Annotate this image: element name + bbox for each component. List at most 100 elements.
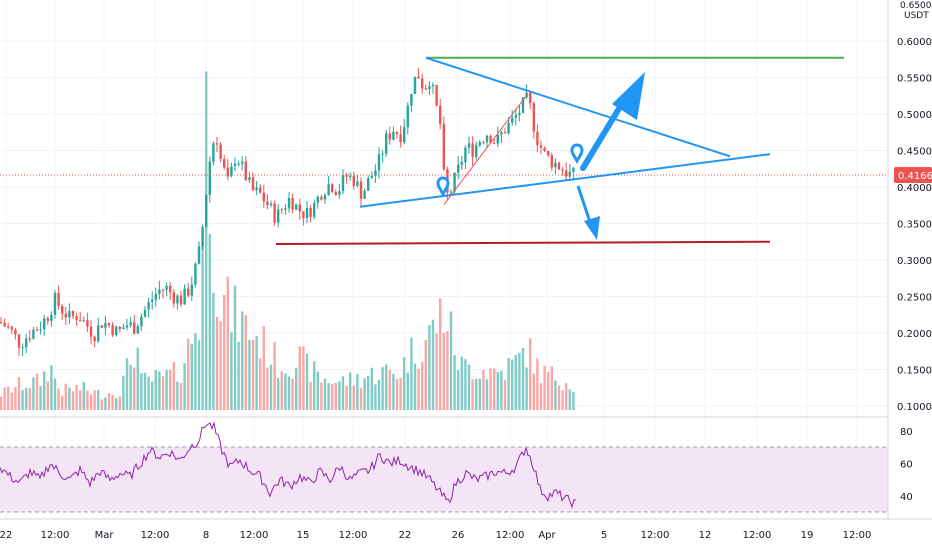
volume-bar (359, 387, 363, 410)
time-tick-label: 19 (801, 530, 814, 541)
volume-bar (554, 380, 557, 410)
volume-bar (381, 367, 384, 410)
volume-bar (446, 331, 449, 410)
candle-body (320, 196, 323, 200)
price-tick-label: 0.10000 (897, 402, 932, 413)
volume-bar (442, 332, 445, 410)
volume-bar (572, 391, 575, 410)
volume-bar (302, 346, 305, 410)
candle-body (39, 329, 42, 331)
candle-body (28, 338, 31, 340)
candle-body (43, 318, 46, 330)
volume-bar (143, 372, 147, 410)
volume-bar (406, 372, 409, 410)
candle-body (493, 142, 496, 144)
candle-body (547, 150, 550, 156)
candle-body (449, 191, 453, 193)
volume-bar (35, 373, 39, 410)
candle-body (424, 88, 427, 90)
candle-body (57, 292, 60, 307)
volume-bar (61, 395, 64, 410)
volume-bar (179, 383, 183, 410)
candle-body (489, 135, 492, 143)
candle-body (464, 147, 467, 163)
volume-bar (82, 381, 85, 410)
candle-body (17, 334, 21, 348)
candle-body (431, 84, 435, 87)
volume-bar (313, 361, 316, 410)
volume-bar (25, 387, 28, 410)
candle-body (295, 204, 298, 210)
candle-body (521, 97, 525, 113)
volume-bar (291, 378, 294, 410)
candle-body (208, 161, 211, 195)
candle-body (453, 172, 456, 192)
volume-bar (338, 381, 341, 410)
volume-bar (251, 340, 255, 410)
candle-body (266, 201, 269, 206)
candle-body (255, 187, 258, 191)
volume-bar (561, 390, 564, 410)
volume-bar (352, 385, 355, 410)
volume-bar (187, 338, 190, 410)
volume-bar (500, 370, 503, 410)
volume-bar (28, 388, 31, 410)
volume-bar (323, 378, 327, 410)
candle-body (327, 184, 330, 196)
candle-body (154, 293, 157, 300)
candle-body (561, 169, 564, 171)
marker-pin-icon (436, 176, 450, 198)
candle-body (514, 114, 517, 118)
candle-body (86, 320, 89, 327)
volume-bar (377, 379, 381, 410)
candle-body (475, 145, 478, 158)
candle-body (557, 162, 561, 170)
time-tick-label: 15 (297, 530, 310, 541)
candle-body (100, 325, 103, 328)
volume-bar (183, 363, 186, 410)
candle-body (305, 207, 309, 219)
candle-body (543, 147, 546, 151)
candle-body (536, 131, 539, 146)
candle-body (201, 226, 204, 247)
candle-body (291, 197, 294, 210)
price-axis-clipped-label: 0.65000 (900, 1, 932, 11)
candle-body (0, 322, 3, 324)
volume-bar (161, 376, 165, 410)
volume-bar (431, 319, 435, 410)
candle-body (323, 195, 327, 200)
candle-body (500, 132, 503, 135)
volume-bar (349, 372, 352, 410)
rsi-tick-label: 40 (900, 492, 913, 503)
volume-bar (50, 365, 53, 410)
candle-body (248, 177, 251, 181)
candle-body (345, 175, 348, 177)
volume-bar (201, 232, 204, 410)
candle-body (503, 132, 507, 134)
volume-bar (115, 398, 118, 410)
volume-bar (277, 378, 280, 410)
candle-body (71, 310, 75, 317)
volume-bar (71, 391, 75, 410)
time-tick-label: 8 (203, 530, 209, 541)
rsi-axis[interactable]: 80 60 40 (900, 427, 913, 503)
volume-bar (39, 386, 42, 410)
time-axis[interactable]: 22 12:00 Mar 12:00 8 12:00 15 12:00 22 26 12:00 Apr… (0, 530, 871, 541)
volume-bar (331, 384, 334, 410)
volume-bar (295, 367, 298, 410)
volume-bar (547, 371, 550, 410)
volume-bar (421, 361, 424, 410)
volume-bar (7, 386, 10, 410)
volume-bar (424, 340, 427, 410)
candle-body (14, 329, 17, 335)
candle-body (363, 190, 366, 199)
volume-bar (320, 382, 323, 410)
time-tick-label: 12:00 (496, 530, 525, 541)
candle-body (212, 143, 215, 162)
volume-bar (79, 390, 82, 410)
price-candles (0, 68, 575, 357)
